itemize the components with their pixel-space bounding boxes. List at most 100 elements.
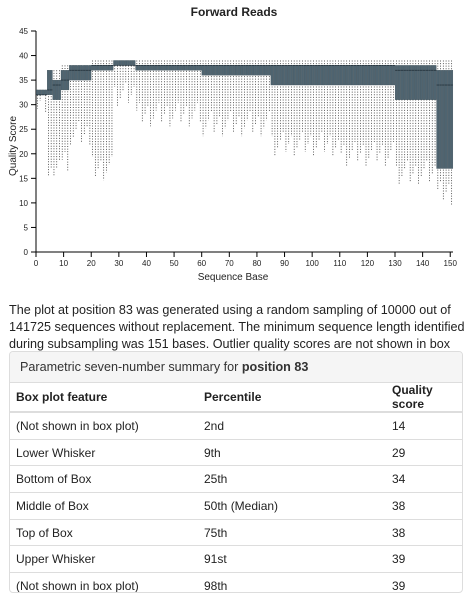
- box: [226, 65, 230, 76]
- box: [77, 65, 81, 81]
- summary-heading-prefix: Parametric seven-number summary for: [20, 360, 242, 374]
- box: [353, 65, 357, 86]
- x-tick-label: 80: [252, 259, 261, 268]
- box: [232, 65, 235, 76]
- box: [93, 65, 97, 71]
- box: [182, 65, 186, 71]
- y-tick-label: 40: [19, 52, 28, 61]
- row-quality-score: 14: [386, 411, 462, 440]
- box: [223, 65, 227, 76]
- box: [215, 65, 219, 76]
- row-percentile: 50th (Median): [198, 492, 386, 520]
- box: [116, 60, 119, 66]
- box: [176, 65, 180, 71]
- box: [88, 65, 92, 81]
- box: [171, 65, 175, 71]
- box: [212, 65, 216, 76]
- box: [265, 65, 268, 76]
- y-tick-label: 35: [19, 76, 28, 85]
- box: [201, 65, 205, 76]
- box: [372, 65, 376, 86]
- box: [218, 65, 222, 76]
- box: [132, 60, 136, 66]
- box: [348, 65, 351, 86]
- x-tick-label: 60: [197, 259, 206, 268]
- box: [441, 70, 445, 169]
- x-tick-label: 140: [416, 259, 430, 268]
- box: [281, 65, 285, 86]
- table-row: (Not shown in box plot) 2nd 14: [10, 411, 462, 440]
- box: [69, 65, 72, 81]
- box: [295, 65, 299, 86]
- box: [444, 70, 448, 169]
- box: [450, 70, 454, 169]
- table-row: Bottom of Box 25th 34: [10, 465, 462, 493]
- row-percentile: 9th: [198, 438, 386, 466]
- x-tick-label: 100: [305, 259, 319, 268]
- box: [143, 65, 147, 71]
- box: [38, 89, 42, 95]
- box: [35, 89, 39, 95]
- box: [284, 65, 288, 86]
- box: [71, 65, 75, 81]
- box: [361, 65, 365, 86]
- box: [118, 60, 122, 66]
- table-row: Middle of Box 50th (Median) 38: [10, 492, 462, 520]
- box: [154, 65, 158, 71]
- box: [52, 79, 56, 100]
- box-plot-svg: Forward Reads Quality Score Sequence Bas…: [8, 5, 457, 283]
- box: [323, 65, 326, 86]
- table-row: Lower Whisker 9th 29: [10, 438, 462, 466]
- column-header-percentile: Percentile: [204, 390, 262, 404]
- box: [91, 65, 95, 71]
- box: [107, 65, 111, 71]
- box: [428, 65, 431, 100]
- row-quality-score: 34: [386, 465, 462, 493]
- box: [370, 65, 373, 86]
- row-quality-score: 38: [386, 492, 462, 520]
- box: [185, 65, 188, 71]
- table-row: (Not shown in box plot) 98th 39: [10, 572, 462, 592]
- box: [85, 65, 89, 81]
- box: [187, 65, 191, 71]
- box: [237, 65, 241, 76]
- box: [298, 65, 302, 86]
- box: [408, 65, 412, 100]
- box: [381, 65, 384, 86]
- box: [110, 65, 114, 71]
- box: [245, 65, 249, 76]
- y-tick-label: 45: [19, 27, 28, 36]
- summary-panel: Parametric seven-number summary for posi…: [9, 351, 463, 593]
- box: [146, 65, 150, 71]
- box: [262, 65, 266, 76]
- row-feature: Top of Box: [10, 518, 198, 546]
- box: [96, 65, 100, 71]
- box: [160, 65, 164, 71]
- x-tick-label: 30: [114, 259, 123, 268]
- y-tick-label: 25: [19, 125, 28, 134]
- row-percentile: 98th: [198, 572, 386, 592]
- x-tick-label: 70: [225, 259, 234, 268]
- x-tick-label: 0: [34, 259, 39, 268]
- row-quality-score: 39: [386, 572, 462, 592]
- x-tick-label: 20: [87, 259, 96, 268]
- box: [157, 65, 161, 71]
- box: [411, 65, 415, 100]
- row-quality-score: 29: [386, 438, 462, 466]
- box: [44, 89, 48, 95]
- box: [292, 65, 296, 86]
- box: [325, 65, 329, 86]
- box: [102, 65, 106, 71]
- column-header-quality-score: Quality score: [392, 383, 433, 411]
- y-tick-label: 15: [19, 174, 28, 183]
- box: [290, 65, 293, 86]
- box: [209, 65, 213, 76]
- box: [124, 60, 128, 66]
- row-feature: Middle of Box: [10, 492, 198, 520]
- box: [204, 65, 208, 76]
- row-quality-score: 38: [386, 518, 462, 546]
- box: [190, 65, 194, 71]
- box: [229, 65, 233, 76]
- box: [406, 65, 409, 100]
- box: [430, 65, 434, 100]
